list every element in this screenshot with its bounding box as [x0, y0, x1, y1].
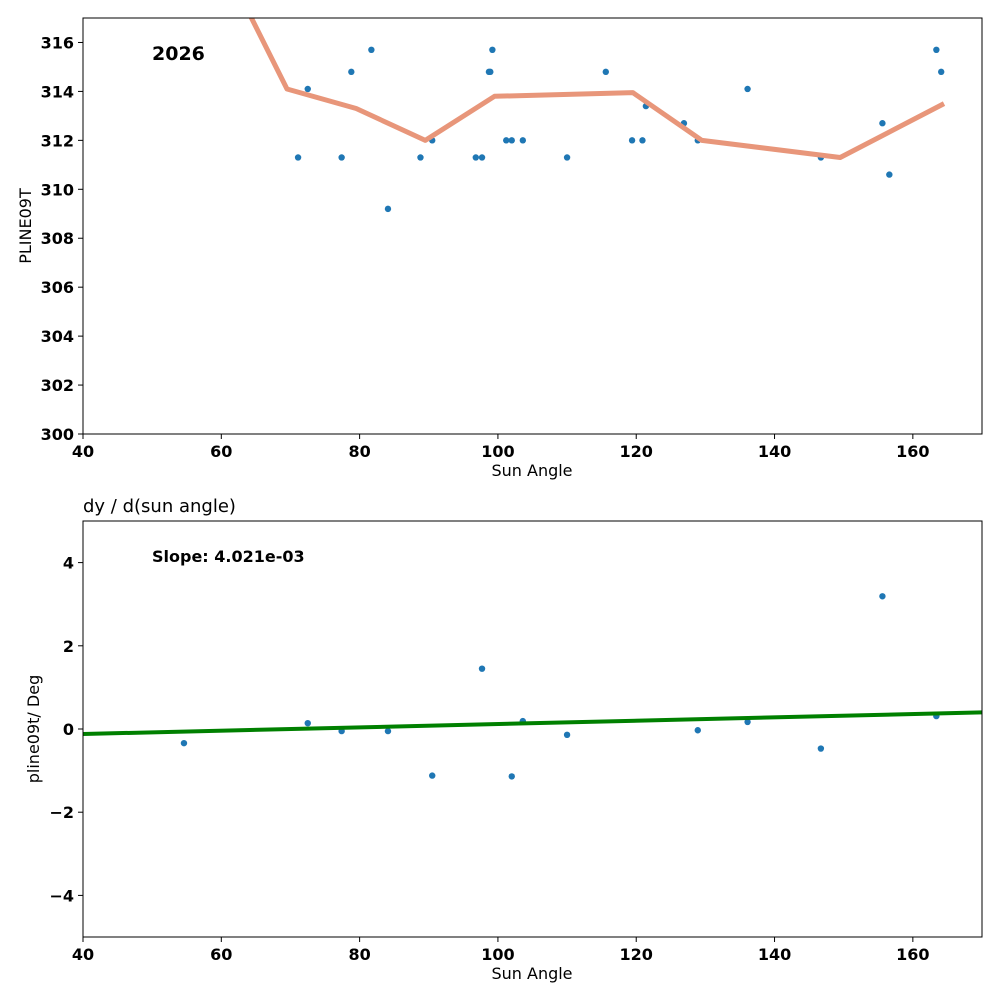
y-tick-label-top: 306 — [41, 278, 74, 297]
plot-area-top — [83, 18, 982, 434]
axes-frame-top — [82, 17, 983, 435]
y-tick-label-top: 312 — [41, 131, 74, 150]
x-tick-label-top: 120 — [620, 442, 653, 461]
scatter-point-top — [879, 120, 886, 127]
scatter-point-top — [304, 85, 311, 93]
x-tick-label-top: 160 — [896, 442, 929, 461]
scatter-point-top — [933, 46, 940, 54]
x-tick-label-top: 80 — [348, 442, 370, 461]
scatter-point-top — [602, 68, 610, 76]
scatter-point-bottom — [694, 727, 701, 734]
y-tick-label-bottom: 4 — [63, 554, 74, 573]
scatter-point-bottom — [304, 719, 311, 727]
scatter-point-top — [519, 137, 527, 144]
scatter-point-top — [368, 46, 375, 54]
scatter-point-top — [563, 154, 571, 161]
data-bottom — [83, 593, 982, 780]
scatter-point-top — [489, 46, 496, 54]
scatter-point-bottom — [384, 727, 392, 735]
y-tick-label-bottom: −4 — [49, 886, 74, 905]
y-tick-label-top: 314 — [41, 82, 74, 101]
scatter-point-bottom — [744, 718, 751, 726]
y-tick-label-top: 304 — [41, 327, 74, 346]
y-axis-label-bottom: pline09t/ Deg — [24, 675, 43, 783]
scatter-point-bottom — [180, 739, 188, 747]
axes-frame-bottom — [82, 520, 983, 938]
x-tick-label-top: 100 — [481, 442, 514, 461]
x-axis-label-top: Sun Angle — [491, 461, 572, 480]
y-tick-label-top: 300 — [41, 425, 74, 444]
scatter-point-top — [348, 68, 355, 76]
scatter-point-top — [417, 154, 424, 161]
scatter-point-top — [384, 205, 392, 213]
scatter-point-bottom — [429, 772, 436, 779]
scatter-point-top — [487, 68, 494, 76]
y-tick-label-bottom: 2 — [63, 637, 74, 656]
x-tick-label-bottom: 80 — [348, 945, 370, 964]
y-tick-label-bottom: −2 — [49, 803, 74, 822]
panel-bottom: 40 60 80 100 120 140 160 −4 −2 0 2 4 dy / d(sun ang… — [24, 496, 983, 983]
scatter-point-top — [628, 137, 636, 144]
scatter-point-top — [744, 85, 751, 93]
scatter-point-bottom — [563, 731, 571, 739]
y-tick-label-bottom: 0 — [63, 720, 74, 739]
scatter-point-bottom — [478, 665, 486, 672]
y-tick-label-top: 316 — [41, 33, 74, 52]
slope-annotation: Slope: 4.021e-03 — [152, 547, 305, 566]
chart-title-bottom: dy / d(sun angle) — [83, 496, 236, 517]
y-tick-label-top: 302 — [41, 376, 74, 395]
panel-top: 40 60 80 100 120 140 160 300 302 304 306 308 310 312 3… — [16, 17, 983, 480]
scatter-point-bottom — [879, 593, 886, 600]
y-tick-label-top: 308 — [41, 229, 74, 248]
x-tick-label-bottom: 140 — [758, 945, 791, 964]
smoothed-line-top — [248, 18, 946, 160]
scatter-point-bottom — [508, 773, 515, 780]
data-top — [248, 18, 946, 213]
fit-line-bottom — [83, 710, 982, 736]
scatter-point-top — [508, 137, 515, 144]
scatter-point-top — [294, 154, 302, 161]
x-tick-label-bottom: 160 — [896, 945, 929, 964]
x-tick-label-bottom: 60 — [210, 945, 232, 964]
x-tick-label-top: 140 — [758, 442, 791, 461]
scatter-point-top — [472, 154, 479, 161]
x-tick-label-bottom: 120 — [620, 945, 653, 964]
x-tick-label-top: 40 — [72, 442, 94, 461]
ticks-top: 40 60 80 100 120 140 160 300 302 304 306 308 310 312 3… — [41, 33, 930, 461]
scatter-point-top — [503, 137, 510, 144]
x-tick-label-bottom: 100 — [481, 945, 514, 964]
ticks-bottom: 40 60 80 100 120 140 160 −4 −2 0 2 4 — [49, 554, 929, 964]
y-axis-label-top: PLINE09T — [16, 188, 35, 264]
y-tick-label-top: 310 — [41, 180, 74, 199]
x-axis-label-bottom: Sun Angle — [491, 964, 572, 983]
scatter-point-top — [478, 154, 486, 161]
scatter-point-top — [639, 137, 646, 144]
scatter-point-top — [338, 154, 345, 161]
scatter-point-bottom — [817, 745, 825, 752]
x-tick-label-bottom: 40 — [72, 945, 94, 964]
x-tick-label-top: 60 — [210, 442, 232, 461]
scatter-point-top — [886, 171, 893, 178]
year-annotation: 2026 — [152, 43, 205, 65]
scatter-point-top — [937, 68, 945, 76]
